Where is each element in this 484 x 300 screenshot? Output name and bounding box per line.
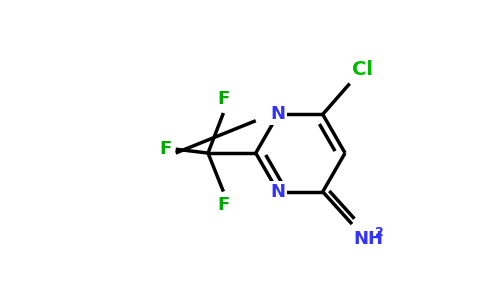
Text: N: N (271, 105, 286, 123)
Text: NH: NH (353, 230, 383, 248)
Text: 2: 2 (375, 226, 384, 239)
Text: F: F (160, 140, 172, 158)
Text: F: F (217, 90, 229, 108)
Text: Cl: Cl (352, 60, 373, 79)
Text: N: N (271, 183, 286, 201)
Text: F: F (217, 196, 229, 214)
